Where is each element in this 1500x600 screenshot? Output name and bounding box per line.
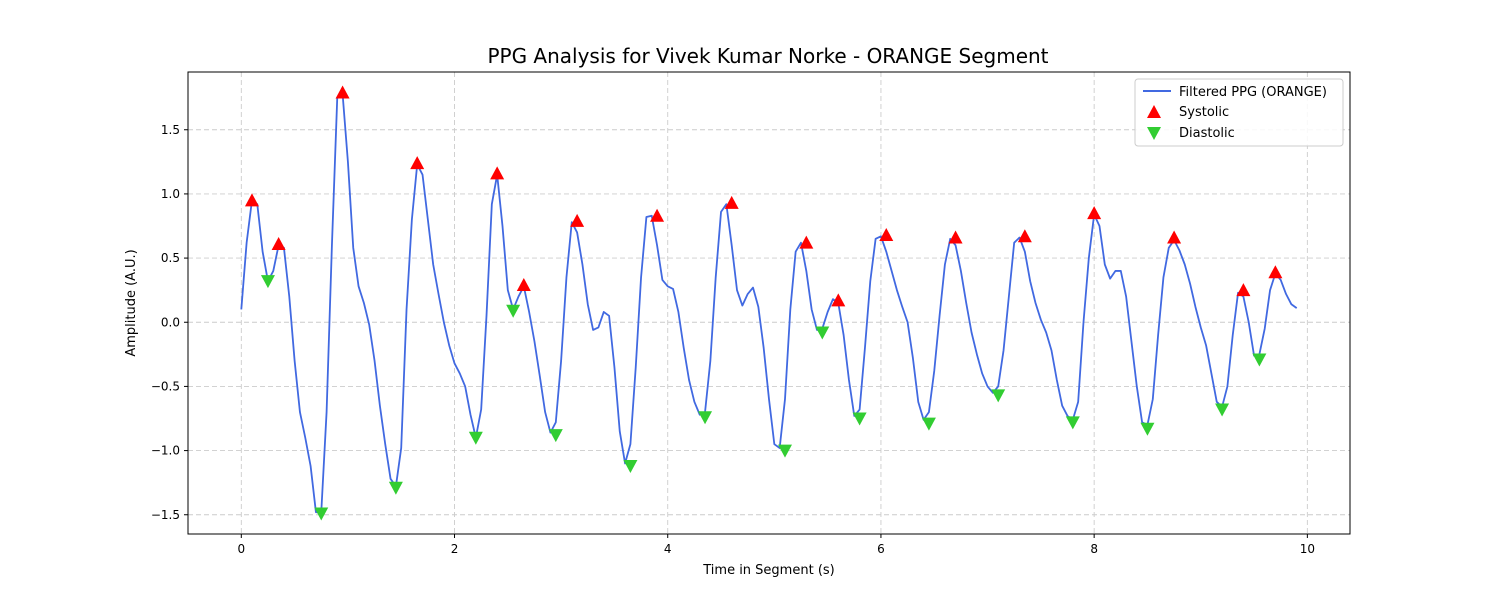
diastolic-trough-marker [698, 411, 713, 425]
y-tick-label: −1.5 [151, 508, 180, 522]
systolic-peak-marker [799, 235, 814, 249]
grid [188, 72, 1350, 534]
y-tick-label: 1.5 [161, 123, 180, 137]
y-axis-label: Amplitude (A.U.) [124, 249, 139, 356]
ppg-signal-line [240, 92, 1298, 514]
diastolic-trough-marker [548, 429, 563, 443]
legend: Filtered PPG (ORANGE) Systolic Diastolic [1134, 78, 1344, 147]
systolic-peak-marker [879, 227, 894, 241]
axes-frame [187, 71, 1351, 535]
x-tick-label: 2 [451, 542, 459, 556]
plot-area [240, 85, 1298, 521]
legend-label-filtered: Filtered PPG (ORANGE) [1179, 85, 1327, 100]
diastolic-trough-marker [468, 431, 483, 445]
systolic-peak-marker [724, 195, 739, 209]
diastolic-trough-marker [1065, 416, 1080, 430]
systolic-peak-marker [1268, 265, 1283, 279]
diastolic-trough-marker [623, 459, 638, 473]
legend-systolic-icon [1147, 105, 1161, 118]
systolic-peak-marker [516, 278, 531, 292]
systolic-peak-marker [1167, 230, 1182, 244]
legend-diastolic-icon [1147, 127, 1161, 140]
systolic-peak-marker [831, 293, 846, 307]
x-axis-ticks: 0 2 4 6 8 10 [237, 534, 1315, 556]
legend-box [1134, 78, 1344, 147]
diastolic-trough-marker [777, 444, 792, 458]
diastolic-trough-marker [1252, 353, 1267, 367]
x-tick-label: 4 [664, 542, 672, 556]
y-axis-ticks: −1.5 −1.0 −0.5 0.0 0.5 1.0 1.5 [151, 123, 188, 522]
y-tick-label: −0.5 [151, 379, 180, 393]
systolic-peak-marker [335, 85, 350, 99]
diastolic-trough-marker [852, 412, 867, 426]
x-axis-label: Time in Segment (s) [702, 563, 834, 578]
systolic-peak-marker [1236, 283, 1251, 297]
systolic-peak-marker [271, 236, 286, 250]
systolic-peak-marker [490, 166, 505, 180]
diastolic-trough-marker [388, 481, 403, 495]
diastolic-trough-marker [1140, 422, 1155, 436]
diastolic-trough-marker [314, 507, 329, 521]
systolic-peak-marker [244, 193, 259, 207]
diastolic-trough-marker [1215, 403, 1230, 417]
diastolic-trough-marker [506, 304, 521, 318]
systolic-peak-marker [948, 230, 963, 244]
diastolic-trough-marker [991, 389, 1006, 403]
systolic-peak-marker [1087, 206, 1102, 220]
systolic-peak-marker [650, 208, 665, 222]
y-tick-label: 0.5 [161, 251, 180, 265]
x-tick-label: 6 [877, 542, 885, 556]
x-tick-label: 10 [1300, 542, 1315, 556]
diastolic-trough-marker [921, 417, 936, 431]
systolic-peak-marker [570, 213, 585, 227]
y-tick-label: 1.0 [161, 187, 180, 201]
y-tick-label: −1.0 [151, 444, 180, 458]
x-tick-label: 8 [1090, 542, 1098, 556]
x-tick-label: 0 [237, 542, 245, 556]
systolic-peak-marker [410, 156, 425, 170]
y-tick-label: 0.0 [161, 315, 180, 329]
systolic-peak-marker [1017, 229, 1032, 243]
chart-title: PPG Analysis for Vivek Kumar Norke - ORA… [487, 44, 1048, 68]
diastolic-trough-marker [815, 326, 830, 340]
legend-label-systolic: Systolic [1179, 105, 1229, 120]
legend-label-diastolic: Diastolic [1179, 126, 1235, 141]
diastolic-trough-marker [260, 275, 275, 289]
